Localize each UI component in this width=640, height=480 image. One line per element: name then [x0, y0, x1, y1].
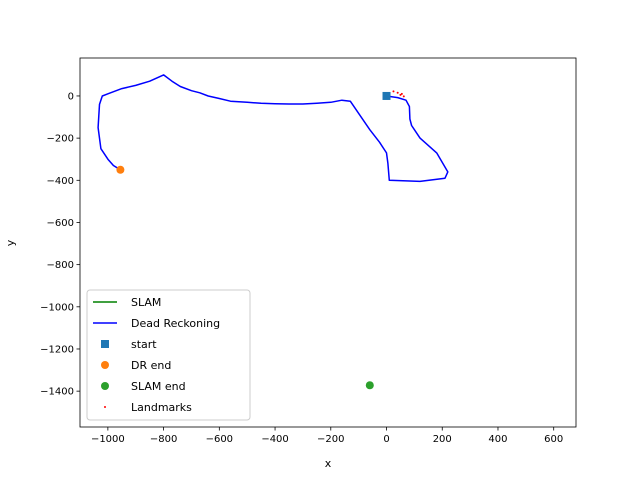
x-tick-label: −200 — [317, 434, 344, 445]
point-landmarks — [400, 92, 403, 95]
x-tick-label: −600 — [206, 434, 233, 445]
legend-swatch-slam-end — [101, 382, 109, 390]
legend-swatch-landmarks — [104, 406, 106, 408]
x-tick-label: 0 — [383, 434, 389, 445]
legend-label-slam: SLAM — [131, 296, 161, 309]
x-axis-ticks: −1000 −800 −600 −400 −200 0 200 400 600 — [91, 427, 563, 445]
legend-label-start: start — [131, 338, 157, 351]
legend-label-landmarks: Landmarks — [131, 401, 192, 414]
y-tick-label: −400 — [47, 176, 74, 187]
y-tick-label: 0 — [68, 91, 74, 102]
x-tick-label: 600 — [544, 434, 563, 445]
y-tick-label: −1000 — [40, 302, 74, 313]
legend-label-slam-end: SLAM end — [131, 380, 186, 393]
point-landmarks — [396, 91, 399, 94]
legend-box — [86, 289, 251, 421]
x-tick-label: 200 — [433, 434, 452, 445]
legend: SLAM Dead Reckoning start DR end SLAM end Lan… — [86, 289, 251, 421]
y-tick-label: −1400 — [40, 387, 74, 398]
legend-swatch-start — [101, 340, 109, 348]
y-axis-ticks: −1400 −1200 −1000 −800 −600 −400 −200 0 — [40, 91, 80, 398]
axes-frame — [79, 57, 577, 428]
legend-label-dead-reckoning: Dead Reckoning — [131, 317, 220, 330]
point-landmarks — [399, 93, 402, 96]
plot-area — [79, 57, 577, 428]
point-landmarks — [392, 90, 395, 93]
y-tick-label: −1200 — [40, 344, 74, 355]
legend-swatch-dr-end — [101, 361, 109, 369]
x-tick-label: −400 — [261, 434, 288, 445]
y-tick-label: −600 — [47, 218, 74, 229]
marker-start — [382, 91, 391, 100]
y-tick-label: −800 — [47, 260, 74, 271]
point-landmarks — [402, 95, 405, 98]
marker-slam-end — [365, 381, 374, 390]
x-tick-label: −800 — [150, 434, 177, 445]
y-axis-title: y — [4, 239, 17, 246]
x-tick-label: −1000 — [91, 434, 125, 445]
series-line-dead-reckoning — [97, 74, 449, 183]
y-tick-label: −200 — [47, 134, 74, 145]
x-axis-title: x — [325, 457, 332, 470]
marker-dr-end — [116, 165, 125, 174]
legend-label-dr-end: DR end — [131, 359, 171, 372]
x-tick-label: 400 — [488, 434, 507, 445]
